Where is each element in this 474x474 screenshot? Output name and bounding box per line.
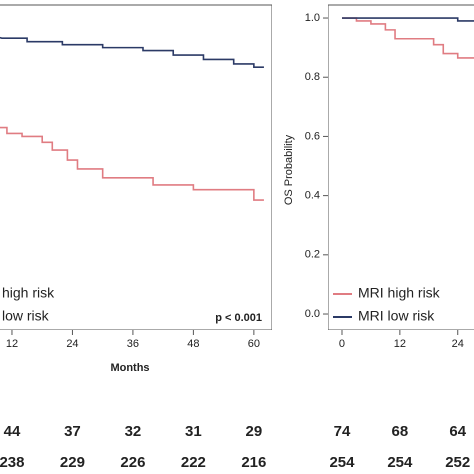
x-tick-label: 36	[127, 338, 139, 350]
y-tick-label: 0.4	[305, 190, 320, 202]
survival-curve	[341, 17, 474, 22]
legend-label: MRI low risk	[358, 308, 435, 324]
plot-area	[0, 4, 272, 330]
legend-label: MRI high risk	[358, 285, 441, 301]
at-risk-count: 32	[125, 423, 142, 440]
at-risk-count: 254	[387, 454, 413, 471]
x-tick-label: 12	[6, 338, 18, 350]
at-risk-count: 64	[449, 423, 466, 440]
at-risk-count: 31	[185, 423, 202, 440]
y-tick-label: 0.0	[305, 308, 320, 320]
x-tick-label: 0	[339, 338, 345, 350]
axes-frame	[0, 4, 272, 330]
x-tick-label: 12	[394, 338, 406, 350]
at-risk-count: 254	[329, 454, 355, 471]
at-risk-count: 29	[246, 423, 263, 440]
p-value: p < 0.001	[215, 312, 262, 324]
survival-curve	[341, 17, 474, 59]
survival-curve	[0, 36, 264, 68]
at-risk-count: 74	[334, 423, 351, 440]
at-risk-count: 44	[4, 423, 21, 440]
y-tick-label: 0.8	[305, 71, 320, 83]
y-tick-label: 0.6	[305, 130, 320, 142]
y-tick-label: 1.0	[305, 12, 320, 24]
at-risk-count: 68	[392, 423, 409, 440]
at-risk-count: 252	[445, 454, 470, 471]
at-risk-count: 216	[241, 454, 266, 471]
plot-area	[328, 4, 474, 330]
x-axis-label: Months	[110, 362, 149, 374]
x-tick-label: 24	[452, 338, 464, 350]
legend-label: low risk	[2, 308, 50, 324]
x-tick-label: 24	[66, 338, 78, 350]
at-risk-count: 238	[0, 454, 24, 471]
at-risk-count: 226	[120, 454, 145, 471]
at-risk-count: 229	[60, 454, 85, 471]
x-tick-label: 48	[187, 338, 199, 350]
survival-curve	[0, 126, 264, 201]
at-risk-count: 37	[64, 423, 81, 440]
at-risk-count: 222	[181, 454, 206, 471]
y-tick-label: 0.2	[305, 249, 320, 261]
legend-label: high risk	[2, 285, 55, 301]
x-tick-label: 60	[248, 338, 260, 350]
y-axis-label: OS Probability	[283, 134, 295, 205]
